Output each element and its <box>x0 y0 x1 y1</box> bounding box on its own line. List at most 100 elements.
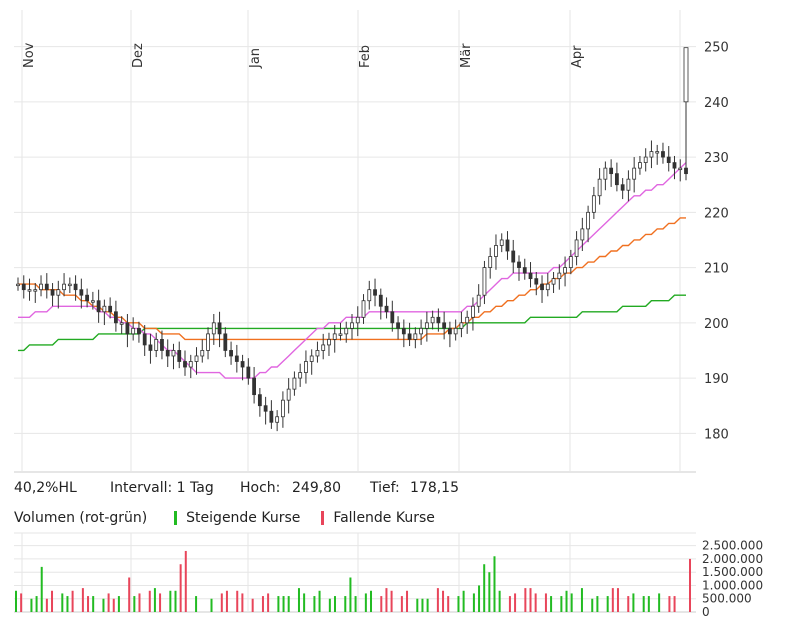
volume-bar <box>647 596 650 612</box>
volume-bar <box>570 593 573 612</box>
candle-body <box>620 184 625 191</box>
volume-legend: Volumen (rot-grün) Steigende Kurse Falle… <box>14 510 435 526</box>
volume-bar <box>87 596 90 612</box>
volume-bar <box>642 596 645 612</box>
candle-body <box>580 228 585 241</box>
candle-body <box>390 311 395 324</box>
volume-bar <box>668 596 671 612</box>
candle-body <box>200 350 205 357</box>
volume-bar <box>261 596 264 612</box>
candle-body <box>505 239 510 252</box>
candle-body <box>165 350 170 357</box>
candle-body <box>511 250 516 263</box>
volume-bar <box>45 598 48 612</box>
volume-bar <box>303 593 306 612</box>
candle-body <box>321 344 326 351</box>
volume-tick-label: 2.000.000 <box>702 552 763 566</box>
volume-bar <box>442 590 445 612</box>
candle-body <box>39 283 43 291</box>
candle-body <box>315 350 320 357</box>
volume-bar <box>416 598 419 612</box>
candle-body <box>96 300 101 313</box>
volume-bar <box>15 590 17 612</box>
volume-bar <box>61 593 64 612</box>
volume-bar <box>318 590 321 612</box>
candle-body <box>672 162 677 169</box>
volume-bar <box>498 590 501 612</box>
candlesticks <box>16 47 689 432</box>
candle-body <box>16 283 20 287</box>
candle-body <box>240 361 245 368</box>
candle-body <box>453 327 458 335</box>
volume-bar <box>20 593 23 612</box>
price-tick-label: 240 <box>704 96 729 111</box>
volume-bar <box>658 593 661 612</box>
candle-body <box>655 151 660 154</box>
candle-body <box>79 289 84 296</box>
candle-body <box>252 377 257 396</box>
volume-bar <box>390 590 393 612</box>
candle-body <box>275 416 280 423</box>
candle-body <box>131 327 136 335</box>
volume-bar <box>51 590 54 612</box>
volume-bar <box>673 596 676 612</box>
candle-body <box>309 355 314 362</box>
candle-body <box>568 256 573 268</box>
candle-body <box>603 167 608 180</box>
candle-body <box>638 162 642 169</box>
candle-body <box>148 344 153 351</box>
candle-body <box>499 239 504 246</box>
volume-bar <box>534 593 537 612</box>
candle-body <box>649 151 654 158</box>
month-label: Apr <box>570 45 585 68</box>
candle-body <box>551 278 556 285</box>
candle-body <box>436 316 441 324</box>
candle-body <box>298 372 303 379</box>
volume-bar <box>560 596 563 612</box>
candle-body <box>355 316 360 324</box>
candle-body <box>27 289 32 292</box>
volume-bar <box>153 588 156 612</box>
candle-body <box>643 156 648 163</box>
volume-bar <box>483 564 486 612</box>
candle-body <box>73 283 78 291</box>
volume-bar <box>344 596 347 612</box>
candle-body <box>304 361 308 373</box>
volume-bar <box>514 593 517 612</box>
candle-body <box>332 333 337 340</box>
candle-body <box>257 394 262 407</box>
month-axis: Nov Dez Jan Feb Mär Apr <box>22 42 585 69</box>
month-label: Mär <box>459 43 474 68</box>
high-value: 249,80 <box>292 480 341 496</box>
volume-bar <box>544 593 547 612</box>
volume-axis: 2.500.0002.000.0001.500.0001.000.000500.… <box>702 539 763 619</box>
candle-body <box>517 261 521 268</box>
volume-bar <box>426 598 429 612</box>
candle-body <box>401 327 406 335</box>
volume-bar <box>611 588 614 612</box>
candle-body <box>246 366 251 379</box>
candle-body <box>494 245 498 257</box>
up-swatch <box>173 511 177 525</box>
interval-label: Intervall: 1 Tag <box>110 480 214 496</box>
candle-body <box>67 283 72 287</box>
candle-body <box>597 178 602 197</box>
volume-bar <box>313 596 316 612</box>
price-tick-label: 190 <box>704 372 729 387</box>
candle-body <box>465 316 470 324</box>
candle-body-last <box>683 47 689 103</box>
candle-body <box>229 350 233 357</box>
candle-body <box>108 305 113 313</box>
candle-body <box>684 167 688 175</box>
candle-body <box>614 173 619 186</box>
volume-bar <box>287 596 290 612</box>
candle-body <box>540 283 544 291</box>
month-label: Jan <box>248 48 263 69</box>
volume-tick-label: 500.000 <box>702 592 752 606</box>
volume-bar <box>616 588 619 612</box>
candle-body <box>407 333 412 340</box>
moving-average-short <box>18 162 687 379</box>
volume-bar <box>92 596 95 612</box>
volume-bar <box>169 590 172 612</box>
volume-bar <box>508 596 511 612</box>
